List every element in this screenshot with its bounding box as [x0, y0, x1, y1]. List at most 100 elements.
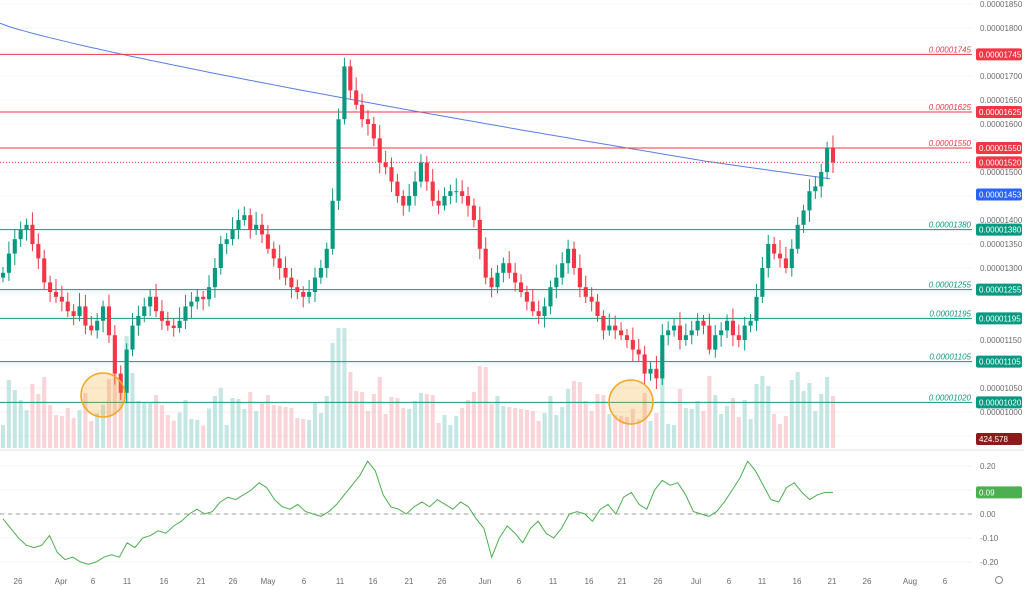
candle-down: [477, 220, 482, 249]
candle-down: [471, 205, 476, 220]
candle-down: [59, 296, 64, 302]
level-label: 0.00001195: [929, 309, 971, 318]
candle-up: [130, 325, 135, 350]
volume-bar-up: [230, 398, 235, 448]
volume-bar-up: [254, 411, 259, 448]
candle-down: [677, 325, 683, 340]
volume-bar-up: [689, 409, 694, 448]
candle-down: [395, 181, 400, 196]
price-tick-label: 0.00001050: [980, 384, 1023, 393]
volume-bar-down: [401, 408, 406, 448]
candle-down: [777, 253, 783, 259]
price-tick-label: 0.00001300: [980, 264, 1023, 273]
volume-bar-down: [360, 392, 365, 448]
candle-up: [224, 239, 229, 244]
candle-up: [742, 325, 747, 340]
volume-bar-down: [477, 366, 482, 448]
candle-down: [571, 248, 577, 268]
candle-down: [595, 301, 600, 316]
candle-up: [212, 268, 217, 288]
volume-bar-up: [101, 405, 106, 448]
candle-down: [277, 258, 282, 268]
price-tick-label: 0.00001000: [980, 408, 1023, 417]
candle-down: [295, 287, 300, 292]
candle-down: [513, 272, 518, 283]
candle-down: [701, 320, 706, 326]
osc-tick-label: -0.20: [980, 558, 999, 567]
volume-bar-up: [189, 419, 194, 448]
candle-down: [289, 277, 294, 288]
candle-down: [736, 335, 741, 340]
highlight-circles: [0, 372, 1024, 451]
candle-down: [371, 124, 376, 139]
candle-down: [518, 282, 524, 292]
volume-bar-down: [471, 392, 476, 448]
volume-bar-up: [825, 377, 830, 448]
candle-up: [448, 191, 453, 196]
volume-bar-up: [801, 391, 806, 448]
candle-up: [648, 368, 653, 374]
level-tag-text: 0.00001195: [979, 314, 1021, 323]
volume-bar-up: [0, 425, 6, 448]
candle-down: [430, 181, 435, 201]
candle-up: [318, 268, 323, 278]
level-tag-text: 0.00001550: [979, 144, 1022, 153]
candle-down: [65, 301, 70, 312]
volume-bar-down: [106, 379, 112, 448]
volume-bar-up: [501, 406, 506, 448]
candle-down: [589, 296, 594, 302]
time-tick-label: 6: [943, 577, 948, 586]
volume-bar-down: [383, 414, 388, 448]
time-axis[interactable]: 26 Apr 6 11 16 21 26 May 6 11 16 21 26 Jun 6 11 16 21 26 Ju…: [14, 576, 1003, 587]
volume-bar-down: [42, 377, 47, 448]
time-tick-label: 6: [517, 577, 522, 586]
volume-bar-up: [148, 403, 153, 448]
candle-up: [124, 349, 129, 393]
volume-bar-up: [136, 401, 141, 448]
candle-up: [407, 196, 412, 206]
volume-bar-down: [430, 395, 435, 448]
volume-bar-up: [672, 425, 677, 448]
candle-up: [218, 244, 223, 268]
candle-down: [283, 268, 288, 278]
candle-down: [730, 320, 735, 336]
osc-value-tag: [976, 486, 1022, 499]
level-tag-text: 0.00001380: [979, 226, 1022, 235]
candle-up: [566, 248, 571, 264]
volume-bar-down: [348, 372, 353, 448]
volume-bar-up: [695, 401, 700, 448]
candle-down: [365, 119, 371, 124]
volume-bar-up: [407, 409, 412, 448]
candle-up: [236, 220, 241, 230]
candle-up: [607, 325, 612, 331]
candle-down: [153, 296, 159, 312]
volume-bar-down: [589, 411, 594, 448]
candle-up: [312, 277, 318, 292]
volume-bar-down: [530, 411, 535, 448]
candle-down: [536, 311, 541, 316]
volume-bar-up: [307, 420, 312, 448]
price-tick-label: 0.00001700: [980, 72, 1023, 81]
candle-up: [713, 335, 718, 350]
volume-bar-down: [53, 415, 59, 448]
volume-bar-up: [807, 383, 812, 448]
volume-bar-up: [454, 416, 459, 448]
volume-bar-down: [259, 403, 265, 448]
time-tick-label: 16: [369, 577, 378, 586]
candle-down: [106, 306, 112, 336]
volume-bar-down: [71, 418, 76, 448]
volume-bar-down: [730, 398, 735, 448]
volume-bar-down: [772, 414, 777, 448]
candlesticks: [0, 57, 972, 404]
level-tag-text: 0.00001255: [979, 286, 1022, 295]
candle-down: [772, 244, 777, 254]
time-tick-label: 21: [828, 577, 837, 586]
price-axis[interactable]: 0.000018500.000018000.000017500.00001700…: [980, 0, 1023, 567]
horizontal-levels[interactable]: 0.00001745 0.00001625 0.00001550 0.00001380…: [0, 45, 972, 403]
price-tick-label: 0.00001150: [980, 336, 1022, 345]
candle-down: [30, 224, 35, 244]
candle-up: [683, 335, 688, 340]
candle-down: [348, 66, 353, 91]
candle-down: [624, 335, 630, 340]
